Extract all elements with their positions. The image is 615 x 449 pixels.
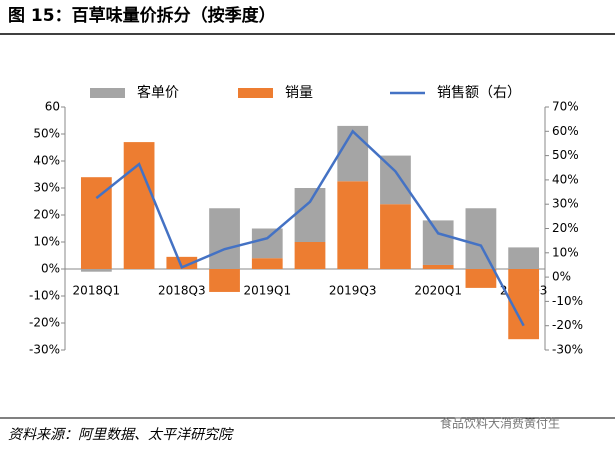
bar: [337, 125, 369, 182]
y-tick-label: 30%: [33, 181, 60, 195]
bar: [123, 142, 155, 269]
y2-tick-label: 0%: [552, 270, 571, 284]
bar: [465, 208, 497, 269]
bar: [508, 247, 540, 269]
bar: [166, 256, 198, 269]
bar: [80, 269, 112, 272]
bar: [209, 208, 240, 269]
bar: [80, 177, 112, 269]
x-tick-label: 2018Q3: [158, 284, 206, 298]
bar: [465, 269, 497, 288]
y-tick-label: 50%: [33, 127, 60, 141]
x-tick-label: 2020Q1: [414, 284, 462, 298]
source-note: 资料来源：阿里数据、太平洋研究院: [8, 427, 234, 443]
line-series: [95, 129, 525, 327]
chart-title: 图 15：百草味量价拆分（按季度）: [8, 5, 276, 26]
y-tick-label: 0%: [41, 262, 60, 276]
bar: [337, 181, 369, 269]
x-tick-label: 2018Q1: [73, 284, 121, 298]
y2-tick-label: 60%: [552, 124, 579, 138]
bar: [422, 220, 454, 265]
y-tick-label: 20%: [33, 208, 60, 222]
bar: [422, 264, 454, 269]
y2-tick-label: 40%: [552, 172, 579, 186]
x-tick-label: 2019Q3: [329, 284, 377, 298]
y-tick-label: -20%: [29, 316, 60, 330]
bar: [380, 155, 411, 205]
bar: [380, 204, 411, 269]
bar: [251, 258, 283, 269]
bar: [251, 228, 283, 259]
bar: [294, 188, 326, 242]
legend-label: 客单价: [137, 84, 179, 101]
y2-tick-label: -30%: [552, 343, 583, 357]
y-tick-label: 40%: [33, 154, 60, 168]
y2-tick-label: 50%: [552, 148, 579, 162]
y2-tick-label: -10%: [552, 294, 583, 308]
y2-tick-label: 70%: [552, 100, 579, 114]
legend-label: 销量: [285, 85, 313, 101]
y2-tick-label: 10%: [552, 245, 579, 259]
y-tick-label: 10%: [33, 235, 60, 249]
legend-swatch: [238, 88, 273, 98]
y2-tick-label: 30%: [552, 197, 579, 211]
legend-swatch: [90, 88, 125, 98]
y-tick-label: 60: [45, 100, 60, 114]
bar: [209, 269, 240, 292]
watermark: 食品饮料大消费黄付生: [440, 416, 560, 431]
y2-tick-label: -20%: [552, 318, 583, 332]
y-tick-label: -10%: [29, 289, 60, 303]
y-tick-label: -30%: [29, 343, 60, 357]
x-tick-label: 2019Q1: [243, 284, 291, 298]
bar: [294, 242, 326, 269]
legend-label: 销售额（右）: [437, 85, 521, 101]
y2-tick-label: 20%: [552, 221, 579, 235]
